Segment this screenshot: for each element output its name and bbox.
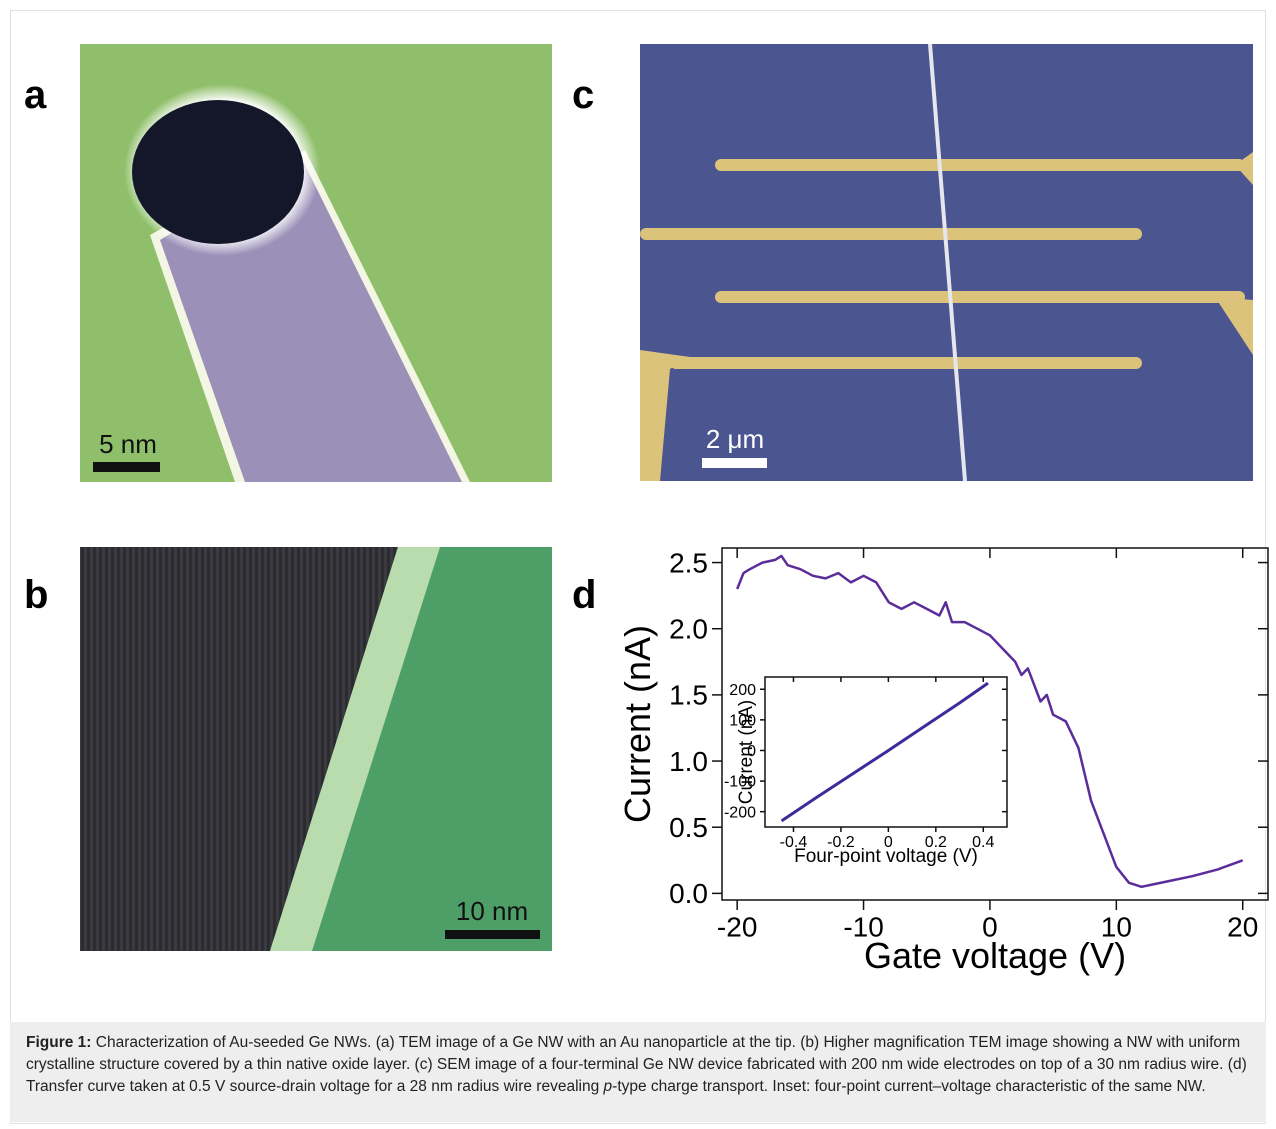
caption-italic: p [604,1078,613,1095]
y-axis-label: Current (nA) [617,625,658,823]
panel-label: a [24,73,47,117]
y-tick-label: 1.0 [669,746,708,777]
page: a 5 nm b 10 nm c 2 μm d -20-10010200.00.… [0,0,1276,1129]
panel-label: c [572,73,594,117]
panel-c-image [640,44,1253,481]
y-tick-label: 200 [729,682,756,699]
panel-label: b [24,573,48,617]
x-tick-label: 20 [1227,912,1258,943]
y-tick-label: -200 [724,804,756,821]
scale-bar-label: 5 nm [99,429,157,459]
panel-label: d [572,573,596,617]
y-axis-label: Current (nA) [736,700,757,805]
x-axis-label: Four-point voltage (V) [794,846,978,867]
caption-label: Figure 1: [26,1034,91,1051]
x-axis-label: Gate voltage (V) [864,935,1126,976]
caption-text: -type charge transport. Inset: four-poin… [612,1078,1206,1095]
y-tick-label: 2.0 [669,614,708,645]
scale-bar-label: 2 μm [706,424,764,454]
y-tick-label: 0.0 [669,878,708,909]
scale-bar-label: 10 nm [456,896,528,926]
y-tick-label: 0.5 [669,812,708,843]
y-tick-label: 2.5 [669,547,708,578]
y-tick-label: 1.5 [669,680,708,711]
panel-a-image [80,44,552,482]
x-tick-label: -20 [717,912,757,943]
caption: Figure 1: Characterization of Au-seeded … [10,1022,1266,1122]
panel-b-image [80,547,552,951]
